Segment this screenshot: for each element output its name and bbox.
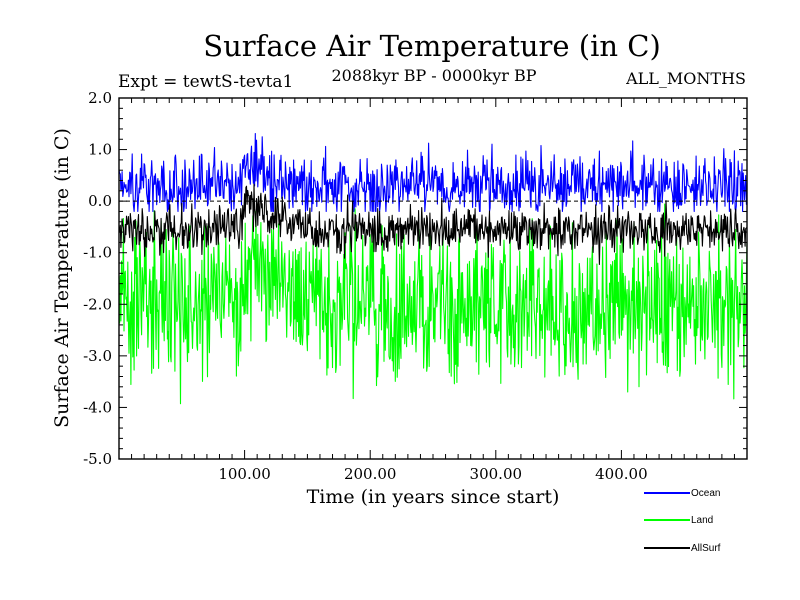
y-tick-label: -4.0 <box>83 398 112 416</box>
legend: Ocean Land AllSurf <box>644 488 721 554</box>
y-tick-label: -1.0 <box>83 244 112 262</box>
x-tick-label: 300.00 <box>470 465 523 483</box>
y-axis: 2.0 1.0 0.0 -1.0 -2.0 -3.0 -4.0 -5.0 <box>83 89 747 468</box>
series-line-allsurf <box>118 183 748 266</box>
y-tick-label: -3.0 <box>83 347 112 365</box>
experiment-label: Expt = tewtS-tevta1 <box>118 72 293 92</box>
months-label: ALL_MONTHS <box>625 69 746 88</box>
y-tick-label: 0.0 <box>88 192 112 210</box>
x-axis: 100.00 200.00 300.00 400.00 <box>131 98 735 483</box>
period-label: 2088kyr BP - 0000kyr BP <box>332 66 537 85</box>
x-tick-label: 200.00 <box>344 465 397 483</box>
x-tick-label: 100.00 <box>218 465 271 483</box>
series-layer <box>118 132 748 405</box>
y-tick-label: -2.0 <box>83 295 112 313</box>
y-tick-label: 2.0 <box>88 89 112 107</box>
y-tick-label: 1.0 <box>88 141 112 159</box>
series-line-ocean <box>118 132 748 213</box>
series-line-land <box>118 203 748 405</box>
legend-label-allsurf: AllSurf <box>691 543 721 554</box>
chart-title: Surface Air Temperature (in C) <box>203 29 661 63</box>
x-tick-label: 400.00 <box>595 465 648 483</box>
y-axis-label: Surface Air Temperature (in C) <box>51 128 73 428</box>
legend-label-ocean: Ocean <box>691 488 720 499</box>
y-tick-label: -5.0 <box>83 450 112 468</box>
legend-label-land: Land <box>691 515 713 526</box>
x-axis-label: Time (in years since start) <box>307 486 560 508</box>
